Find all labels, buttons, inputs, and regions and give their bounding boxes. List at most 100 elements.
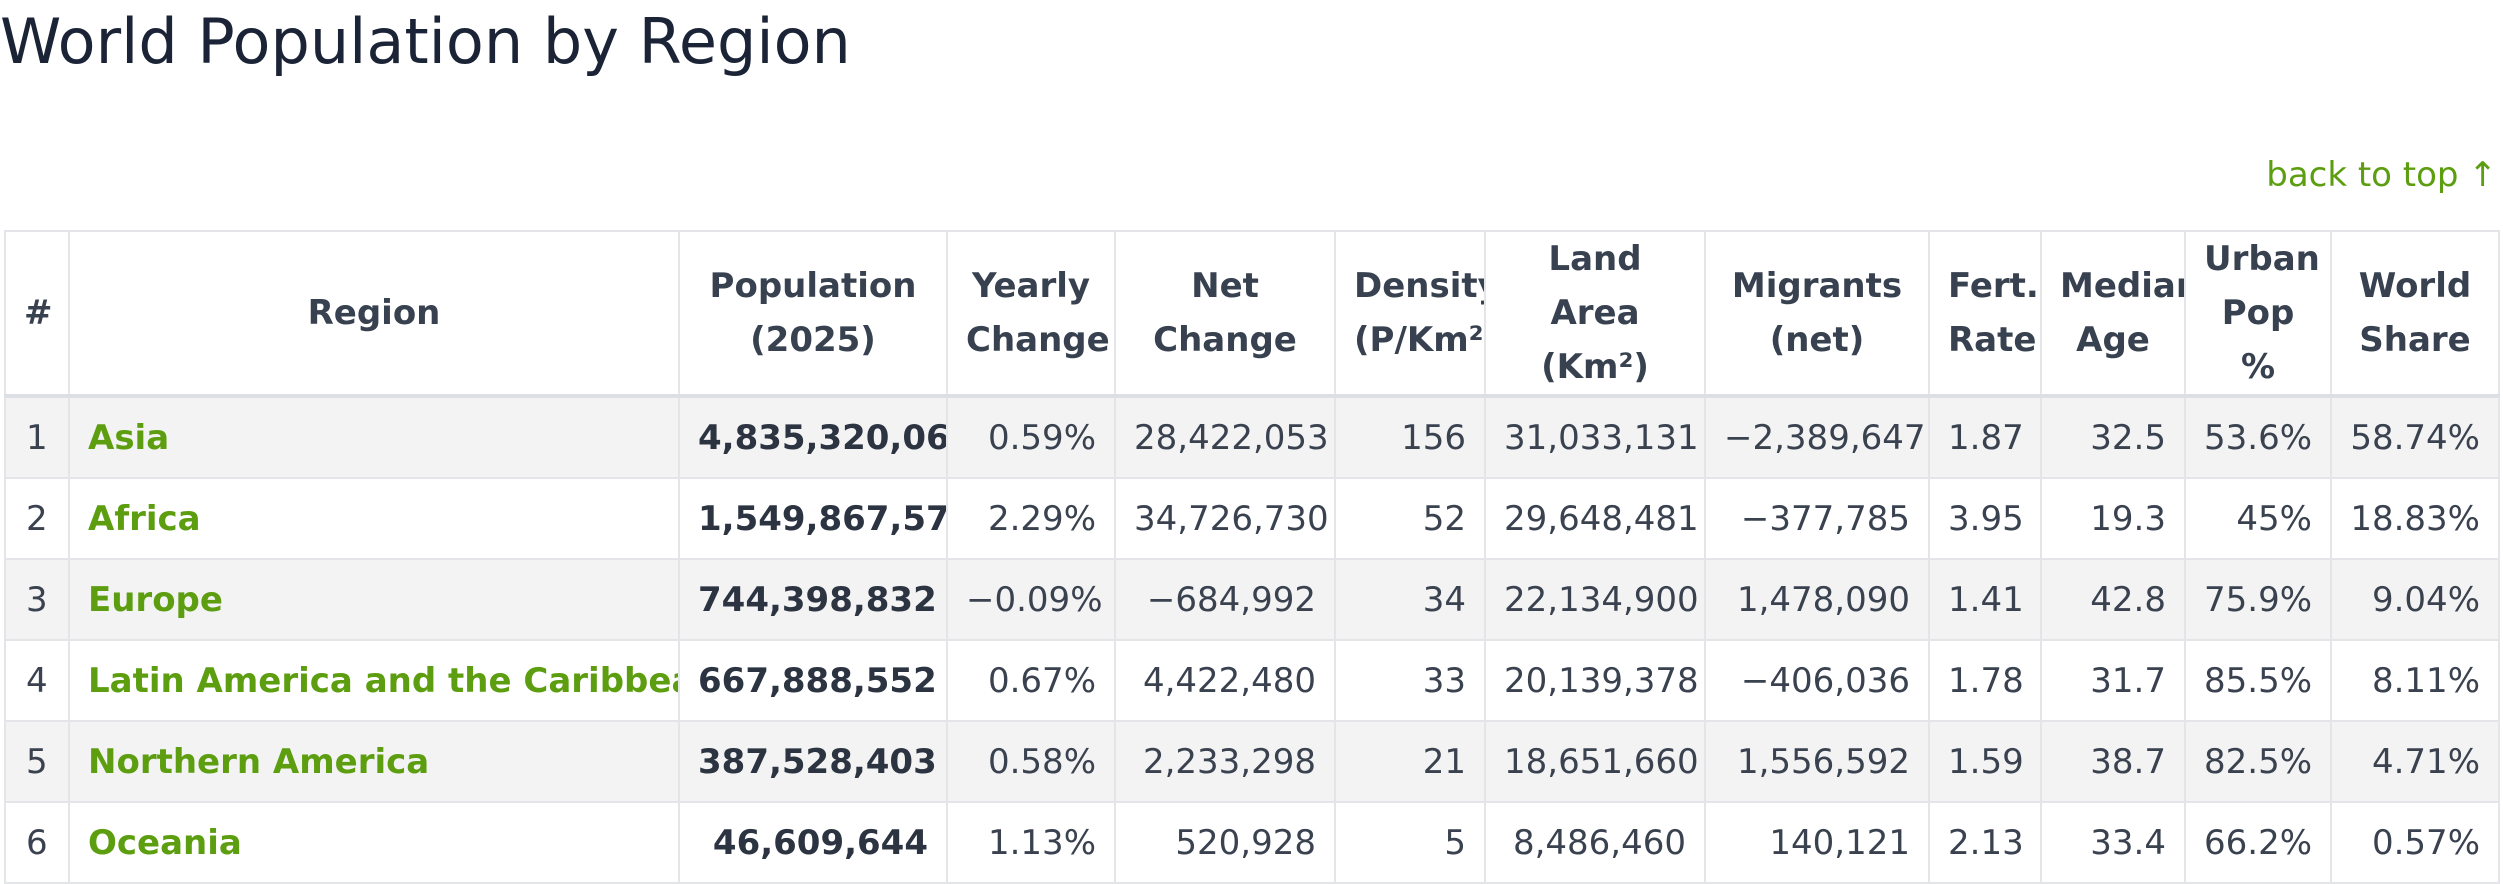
- table-header-row: # Region Population (2025) Yearly Change Net Ch…: [4, 230, 2500, 398]
- cell-yearly-change: 0.58%: [946, 720, 1116, 803]
- cell-net-change: 4,422,480: [1114, 639, 1336, 722]
- cell-migrants: −406,036: [1704, 639, 1930, 722]
- cell-urban-pop: 75.9%: [2184, 558, 2332, 641]
- cell-region: Europe: [68, 558, 680, 641]
- cell-population: 4,835,320,060: [678, 395, 948, 479]
- cell-median-age: 31.7: [2040, 639, 2186, 722]
- cell-fertility-rate: 2.13: [1928, 801, 2042, 884]
- cell-urban-pop: 66.2%: [2184, 801, 2332, 884]
- table-row: 5 Northern America 387,528,403 0.58% 2,233,2…: [4, 720, 2500, 803]
- cell-urban-pop: 53.6%: [2184, 395, 2332, 479]
- column-header-label: World: [2358, 266, 2472, 306]
- cell-density: 34: [1334, 558, 1486, 641]
- column-header-label: Change: [1153, 320, 1297, 360]
- column-header-region[interactable]: Region: [68, 230, 680, 398]
- table-body: 1 Asia 4,835,320,060 0.59% 28,422,053 156 31,0…: [4, 395, 2500, 884]
- cell-yearly-change: 2.29%: [946, 477, 1116, 560]
- cell-migrants: −377,785: [1704, 477, 1930, 560]
- cell-world-share: 9.04%: [2330, 558, 2500, 641]
- column-header-label: #: [24, 293, 53, 333]
- cell-population: 1,549,867,579: [678, 477, 948, 560]
- region-link[interactable]: Europe: [88, 579, 223, 620]
- column-header-label: (P/Km²): [1354, 320, 1485, 360]
- column-header-yearly-change[interactable]: Yearly Change: [946, 230, 1116, 398]
- cell-population: 387,528,403: [678, 720, 948, 803]
- column-header-label: (2025): [750, 320, 876, 360]
- cell-land-area: 22,134,900: [1484, 558, 1706, 641]
- cell-rank: 1: [4, 395, 70, 479]
- table-row: 4 Latin America and the Caribbean 667,888,…: [4, 639, 2500, 722]
- column-header-label: Urban: [2204, 239, 2320, 279]
- cell-density: 52: [1334, 477, 1486, 560]
- cell-rank: 3: [4, 558, 70, 641]
- back-to-top-label: back to top: [2266, 155, 2459, 195]
- column-header-label: Net: [1191, 266, 1259, 306]
- cell-median-age: 38.7: [2040, 720, 2186, 803]
- column-header-label: Age: [2076, 320, 2150, 360]
- cell-median-age: 42.8: [2040, 558, 2186, 641]
- cell-migrants: 1,478,090: [1704, 558, 1930, 641]
- column-header-label: Pop %: [2221, 293, 2295, 387]
- column-header-median-age[interactable]: Median Age: [2040, 230, 2186, 398]
- column-header-label: Population: [709, 266, 917, 306]
- region-link[interactable]: Oceania: [88, 822, 242, 863]
- cell-land-area: 20,139,378: [1484, 639, 1706, 722]
- column-header-rank[interactable]: #: [4, 230, 70, 398]
- cell-urban-pop: 45%: [2184, 477, 2332, 560]
- column-header-world-share[interactable]: World Share: [2330, 230, 2500, 398]
- column-header-density[interactable]: Density (P/Km²): [1334, 230, 1486, 398]
- cell-migrants: 1,556,592: [1704, 720, 1930, 803]
- table-row: 1 Asia 4,835,320,060 0.59% 28,422,053 156 31,0…: [4, 395, 2500, 479]
- column-header-net-change[interactable]: Net Change: [1114, 230, 1336, 398]
- cell-world-share: 8.11%: [2330, 639, 2500, 722]
- cell-rank: 6: [4, 801, 70, 884]
- cell-median-age: 19.3: [2040, 477, 2186, 560]
- cell-region: Asia: [68, 395, 680, 479]
- cell-density: 21: [1334, 720, 1486, 803]
- cell-median-age: 33.4: [2040, 801, 2186, 884]
- region-link[interactable]: Asia: [88, 417, 170, 458]
- page-title: World Population by Region: [0, 5, 851, 78]
- region-link[interactable]: Latin America and the Caribbean: [88, 660, 679, 701]
- column-header-label: Land Area: [1548, 239, 1642, 333]
- region-link[interactable]: Northern America: [88, 741, 430, 782]
- cell-region: Latin America and the Caribbean: [68, 639, 680, 722]
- column-header-land-area[interactable]: Land Area (Km²): [1484, 230, 1706, 398]
- column-header-migrants[interactable]: Migrants (net): [1704, 230, 1930, 398]
- cell-yearly-change: 1.13%: [946, 801, 1116, 884]
- cell-density: 33: [1334, 639, 1486, 722]
- cell-land-area: 18,651,660: [1484, 720, 1706, 803]
- column-header-label: (net): [1769, 320, 1865, 360]
- cell-yearly-change: −0.09%: [946, 558, 1116, 641]
- cell-region: Africa: [68, 477, 680, 560]
- table-row: 2 Africa 1,549,867,579 2.29% 34,726,730 52 29,…: [4, 477, 2500, 560]
- cell-population: 667,888,552: [678, 639, 948, 722]
- cell-net-change: 520,928: [1114, 801, 1336, 884]
- cell-fertility-rate: 1.87: [1928, 395, 2042, 479]
- table-row: 6 Oceania 46,609,644 1.13% 520,928 5 8,486,460…: [4, 801, 2500, 884]
- column-header-label: Median: [2060, 266, 2183, 306]
- cell-world-share: 0.57%: [2330, 801, 2500, 884]
- column-header-fertility-rate[interactable]: Fert. Rate: [1928, 230, 2042, 398]
- cell-fertility-rate: 1.78: [1928, 639, 2042, 722]
- cell-population: 46,609,644: [678, 801, 948, 884]
- cell-migrants: 140,121: [1704, 801, 1930, 884]
- cell-population: 744,398,832: [678, 558, 948, 641]
- cell-rank: 4: [4, 639, 70, 722]
- cell-fertility-rate: 1.59: [1928, 720, 2042, 803]
- region-link[interactable]: Africa: [88, 498, 201, 539]
- arrow-up-icon: ↑: [2468, 155, 2498, 195]
- column-header-label: Migrants: [1731, 266, 1903, 306]
- back-to-top-link[interactable]: back to top ↑: [2266, 153, 2497, 197]
- cell-yearly-change: 0.67%: [946, 639, 1116, 722]
- column-header-population[interactable]: Population (2025): [678, 230, 948, 398]
- cell-median-age: 32.5: [2040, 395, 2186, 479]
- cell-world-share: 58.74%: [2330, 395, 2500, 479]
- cell-land-area: 29,648,481: [1484, 477, 1706, 560]
- cell-world-share: 18.83%: [2330, 477, 2500, 560]
- cell-land-area: 8,486,460: [1484, 801, 1706, 884]
- column-header-label: Region: [307, 293, 441, 333]
- table-row: 3 Europe 744,398,832 −0.09% −684,992 34 22,134…: [4, 558, 2500, 641]
- column-header-urban-pop[interactable]: Urban Pop %: [2184, 230, 2332, 398]
- cell-fertility-rate: 3.95: [1928, 477, 2042, 560]
